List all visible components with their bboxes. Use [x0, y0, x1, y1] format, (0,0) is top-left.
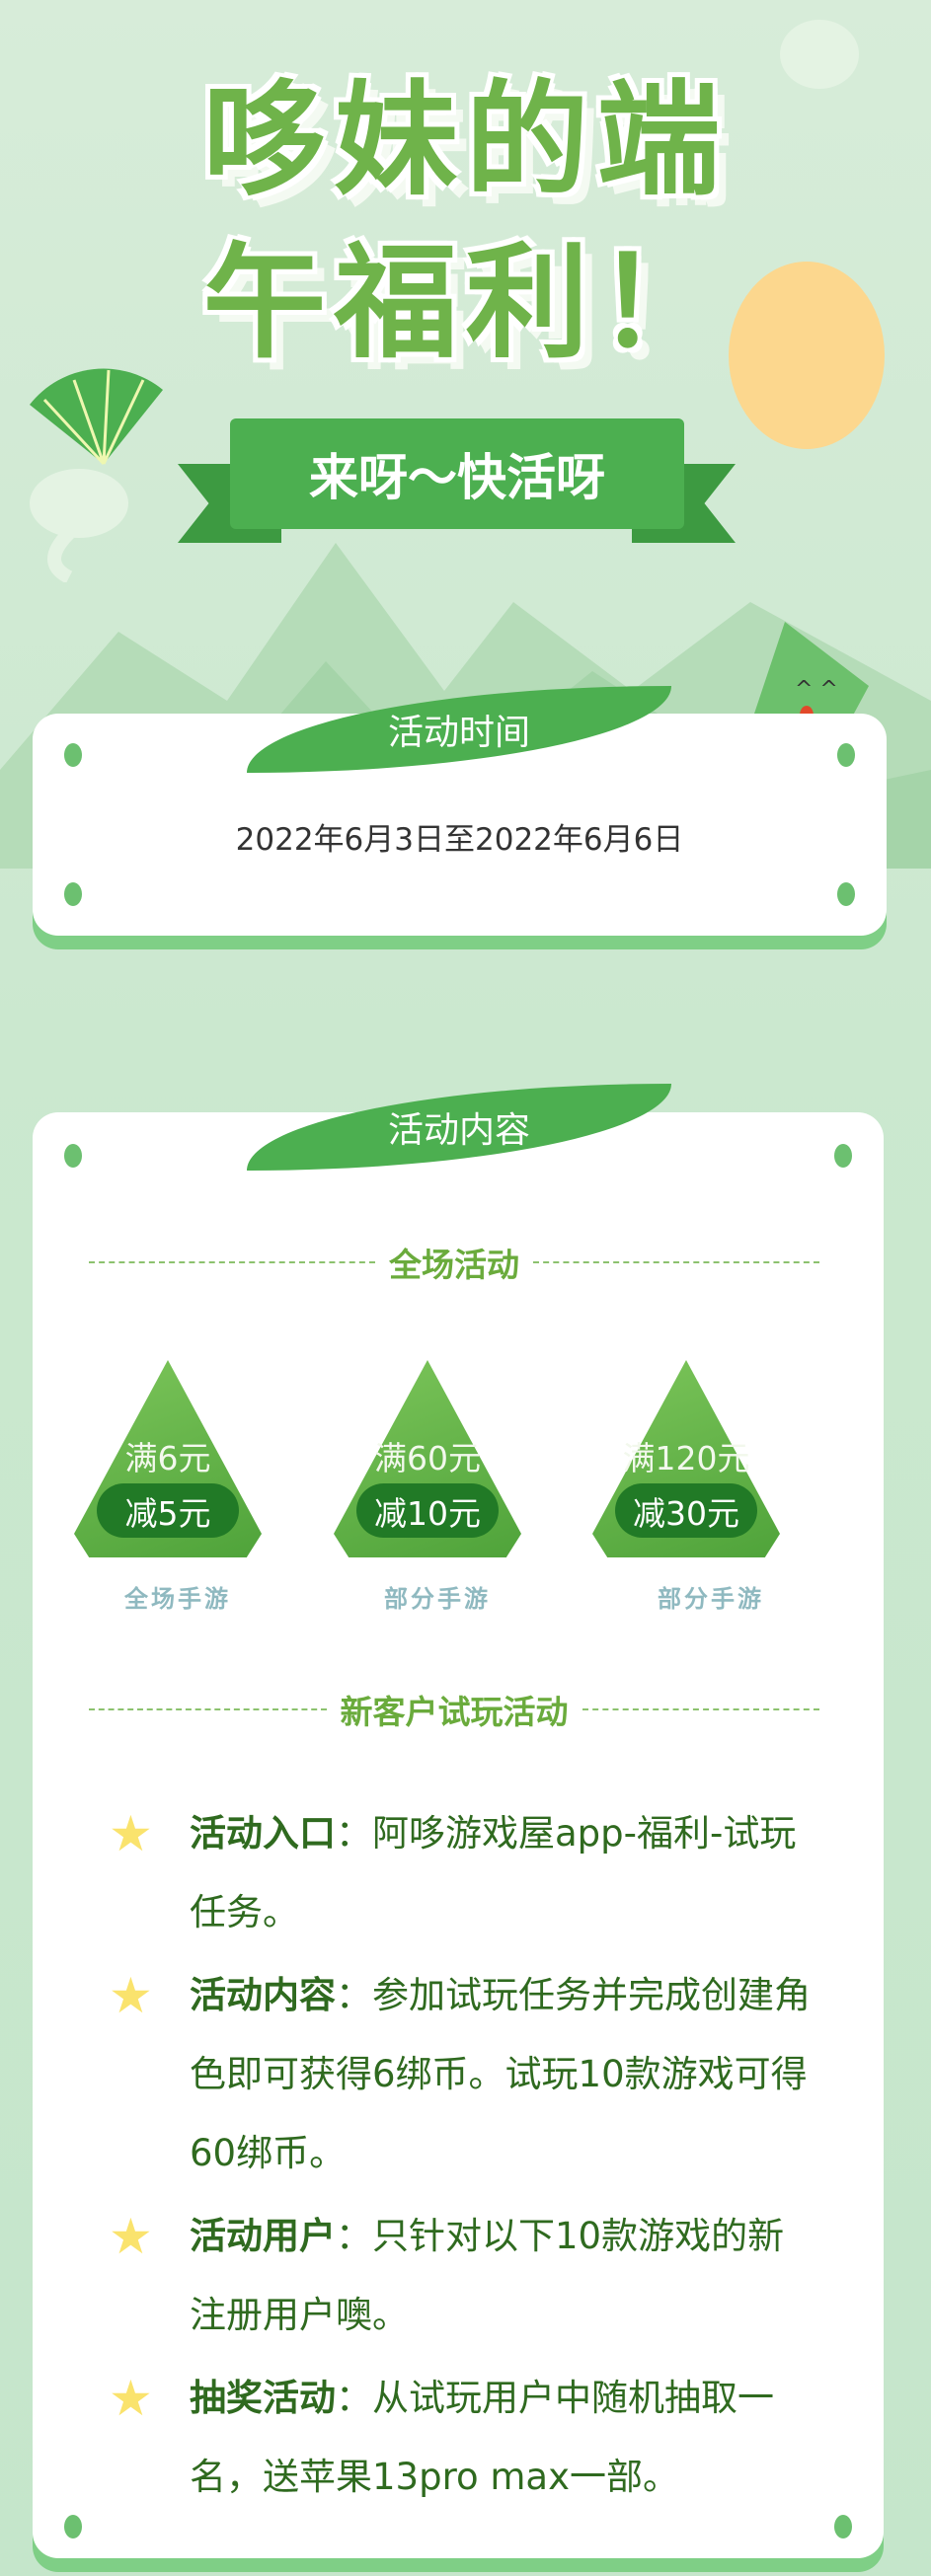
rule-text: ：阿哆游戏屋app-福利-试玩任务。: [190, 1812, 797, 1933]
deal-badge: 满60元减10元: [334, 1360, 521, 1557]
time-card: 2022年6月3日至2022年6月6日: [33, 714, 887, 936]
cloud-icon: [30, 469, 128, 582]
dot-decoration: [837, 743, 855, 767]
rule-item: ★ 活动内容：参加试玩任务并完成创建角色即可获得6绑币。试玩10款游戏可得60绑币…: [109, 1956, 819, 2193]
deal-scope: 全场手游: [124, 1585, 231, 1613]
star-icon: ★: [109, 1967, 153, 2024]
deal-badge: 满6元 减5元: [74, 1360, 262, 1557]
deal-threshold: 满60元: [374, 1439, 481, 1477]
rule-label: 活动入口: [190, 1812, 336, 1855]
rule-text: ：参加试玩任务并完成创建角色即可获得6绑币。试玩10款游戏可得60绑币。: [190, 1974, 811, 2174]
dot-decoration: [64, 1144, 82, 1168]
section-title: 新客户试玩活动: [340, 1693, 569, 1731]
deal-scope: 部分手游: [384, 1585, 491, 1613]
fan-icon: [30, 368, 163, 466]
deal-scope: 部分手游: [658, 1585, 764, 1613]
star-icon: ★: [109, 2370, 153, 2427]
deal-discount: 减30元: [614, 1483, 758, 1538]
section-title: 全场活动: [389, 1246, 519, 1284]
deal-threshold: 满6元: [124, 1439, 211, 1477]
dot-decoration: [837, 882, 855, 906]
rule-item: ★ 抽奖活动：从试玩用户中随机抽取一名，送苹果13pro max一部。: [109, 2359, 819, 2517]
dot-decoration: [64, 2515, 82, 2538]
dot-decoration: [64, 882, 82, 906]
rule-item: ★ 活动用户：只针对以下10款游戏的新注册用户噢。: [109, 2197, 819, 2355]
slogan-banner: 来呀〜快活呀: [230, 418, 684, 529]
deal-badge: 满120元减30元: [592, 1360, 780, 1557]
rule-label: 抽奖活动: [190, 2377, 336, 2419]
rules-list: ★ 活动入口：阿哆游戏屋app-福利-试玩任务。 ★ 活动内容：参加试玩任务并完成创…: [109, 1794, 819, 2521]
star-icon: ★: [109, 2208, 153, 2265]
dot-decoration: [64, 743, 82, 767]
page-title-line1: 哆妹的端: [202, 69, 729, 212]
sun-icon: [729, 262, 885, 449]
event-dates: 2022年6月3日至2022年6月6日: [235, 822, 684, 858]
dot-decoration: [834, 1144, 852, 1168]
rule-item: ★ 活动入口：阿哆游戏屋app-福利-试玩任务。: [109, 1794, 819, 1952]
rule-label: 活动内容: [190, 1974, 336, 2016]
deal-threshold: 满120元: [622, 1439, 750, 1477]
section-all-events: 全场活动: [89, 1239, 819, 1286]
svg-text:^ ^: ^ ^: [795, 677, 838, 702]
rule-text: ：从试玩用户中随机抽取一名，送苹果13pro max一部。: [190, 2377, 774, 2498]
star-icon: ★: [109, 1805, 153, 1862]
rule-label: 活动用户: [190, 2215, 336, 2257]
cloud-icon: [780, 20, 859, 89]
rule-text: ：只针对以下10款游戏的新注册用户噢。: [190, 2215, 785, 2336]
deal-discount: 减10元: [355, 1483, 500, 1538]
section-new-user-trial: 新客户试玩活动: [89, 1686, 819, 1733]
content-card: [33, 1112, 884, 2558]
page-title-line2: 午福利！: [202, 232, 729, 375]
deal-discount: 减5元: [96, 1483, 240, 1538]
dot-decoration: [834, 2515, 852, 2538]
